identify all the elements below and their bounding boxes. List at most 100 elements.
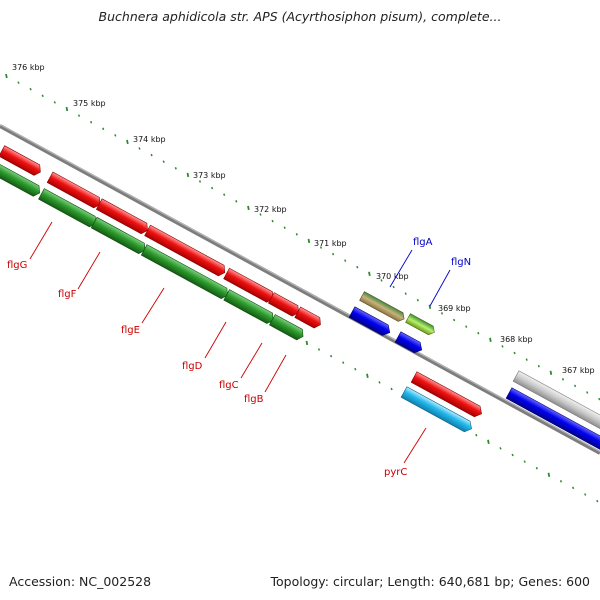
leader-line xyxy=(264,354,287,393)
ruler-tick-major xyxy=(186,172,190,178)
leader-line xyxy=(389,249,413,288)
leader-line xyxy=(77,251,101,290)
gene-feature-red[interactable] xyxy=(0,145,43,178)
leader-line xyxy=(141,287,165,324)
genome-summary-text: Topology: circular; Length: 640,681 bp; … xyxy=(270,574,591,589)
ruler-tick-major xyxy=(487,439,490,444)
ruler-tick-major xyxy=(428,304,432,309)
ruler-tick-minor xyxy=(559,480,563,483)
ruler-tick-minor xyxy=(596,499,599,503)
ruler-tick-minor xyxy=(475,433,478,437)
ruler-tick-minor xyxy=(390,387,393,391)
ruler-tick-minor xyxy=(319,246,323,249)
ruler-tick-minor xyxy=(392,285,395,289)
accession-text: Accession: NC_002528 xyxy=(9,574,152,589)
gene-features xyxy=(0,145,600,452)
ruler-tick-minor xyxy=(511,453,514,457)
ruler-label: 376 kbp xyxy=(12,63,45,72)
gene-feature-blue[interactable] xyxy=(505,387,600,452)
ruler-ticks-outer xyxy=(5,73,600,401)
ruler-label: 372 kbp xyxy=(254,205,287,214)
ruler-tick-minor xyxy=(102,127,105,131)
ruler-tick-minor xyxy=(342,361,345,364)
ruler-tick-minor xyxy=(259,213,262,216)
gene-feature-gray[interactable] xyxy=(512,370,600,435)
ruler-tick-minor xyxy=(271,219,274,223)
ruler-tick-minor xyxy=(223,193,226,196)
gene-feature-green[interactable] xyxy=(90,216,148,255)
ruler-tick-minor xyxy=(586,391,589,394)
gene-label[interactable]: flgC xyxy=(219,380,239,391)
ruler-tick-minor xyxy=(138,147,141,150)
gene-feature-blue[interactable] xyxy=(394,331,424,355)
ruler-tick-major xyxy=(307,238,311,244)
ruler-tick-minor xyxy=(332,252,335,256)
gene-label[interactable]: flgA xyxy=(413,237,433,248)
ruler-tick-minor xyxy=(344,259,347,262)
gene-feature-cyan[interactable] xyxy=(400,386,474,434)
gene-feature-green[interactable] xyxy=(223,289,276,326)
ruler-label: 374 kbp xyxy=(133,135,166,144)
ruler-tick-minor xyxy=(114,134,117,137)
ruler-tick-minor xyxy=(378,381,381,384)
gene-labels: flgG flgF flgE flgD flgC flgB flgA flgN … xyxy=(7,237,471,478)
ruler-tick-minor xyxy=(41,94,44,98)
ruler-label: 367 kbp xyxy=(562,366,595,375)
ruler-tick-minor xyxy=(211,186,214,190)
ruler-tick-major xyxy=(126,139,129,145)
leader-line xyxy=(429,269,451,307)
ruler-tick-minor xyxy=(477,331,480,335)
ruler-tick-minor xyxy=(53,101,56,104)
ruler-tick-minor xyxy=(283,226,286,229)
ruler-label: 371 kbp xyxy=(314,239,347,248)
gene-label[interactable]: pyrC xyxy=(384,467,407,478)
gene-feature-green[interactable] xyxy=(0,163,43,198)
gene-label[interactable]: flgD xyxy=(182,361,203,372)
gene-feature-red[interactable] xyxy=(294,306,324,330)
ruler-tick-minor xyxy=(90,120,93,124)
ruler-tick-minor xyxy=(572,486,575,490)
map-title: Buchnera aphidicola str. APS (Acyrthosip… xyxy=(98,9,502,24)
ruler-tick-minor xyxy=(380,279,383,282)
ruler-tick-minor xyxy=(537,364,540,368)
gene-label[interactable]: flgE xyxy=(121,325,140,336)
ruler-tick-minor xyxy=(584,493,587,496)
gene-label[interactable]: flgG xyxy=(7,260,27,271)
gene-feature-red[interactable] xyxy=(46,171,103,210)
gene-feature-red[interactable] xyxy=(144,224,228,278)
ruler-tick-minor xyxy=(354,367,357,371)
ruler-tick-minor xyxy=(17,81,20,84)
label-leader-lines xyxy=(29,221,451,464)
ruler-tick-minor xyxy=(525,358,528,361)
gene-feature-green[interactable] xyxy=(140,244,230,301)
ruler-tick-minor xyxy=(561,378,565,381)
leader-line xyxy=(204,321,227,359)
gene-feature-red[interactable] xyxy=(95,198,150,236)
ruler-label: 375 kbp xyxy=(73,99,106,108)
ruler-tick-minor xyxy=(235,200,238,203)
gene-feature-red[interactable] xyxy=(268,292,301,318)
gene-feature-flgA[interactable] xyxy=(359,291,407,324)
ruler-tick-major xyxy=(368,271,371,276)
gene-label[interactable]: flgN xyxy=(451,257,471,268)
ruler-tick-minor xyxy=(330,354,333,358)
ruler-tick-minor xyxy=(453,318,456,322)
ruler-tick-minor xyxy=(162,160,165,163)
gene-feature-pyrC[interactable] xyxy=(410,371,484,419)
gene-label[interactable]: flgB xyxy=(244,394,264,405)
ruler-tick-minor xyxy=(295,233,298,236)
ruler-tick-minor xyxy=(198,180,202,183)
ruler-tick-minor xyxy=(535,466,538,470)
ruler-label: 368 kbp xyxy=(500,335,533,344)
ruler-tick-major xyxy=(366,373,369,378)
ruler-tick-minor xyxy=(513,351,516,355)
gene-feature-blue[interactable] xyxy=(348,306,392,338)
gene-label[interactable]: flgF xyxy=(58,289,77,300)
ruler-tick-major xyxy=(5,73,8,79)
gene-feature-green[interactable] xyxy=(269,314,305,341)
ruler-tick-minor xyxy=(523,460,526,463)
gene-feature-flgN[interactable] xyxy=(405,313,437,337)
genome-backbone-highlight xyxy=(0,124,600,453)
